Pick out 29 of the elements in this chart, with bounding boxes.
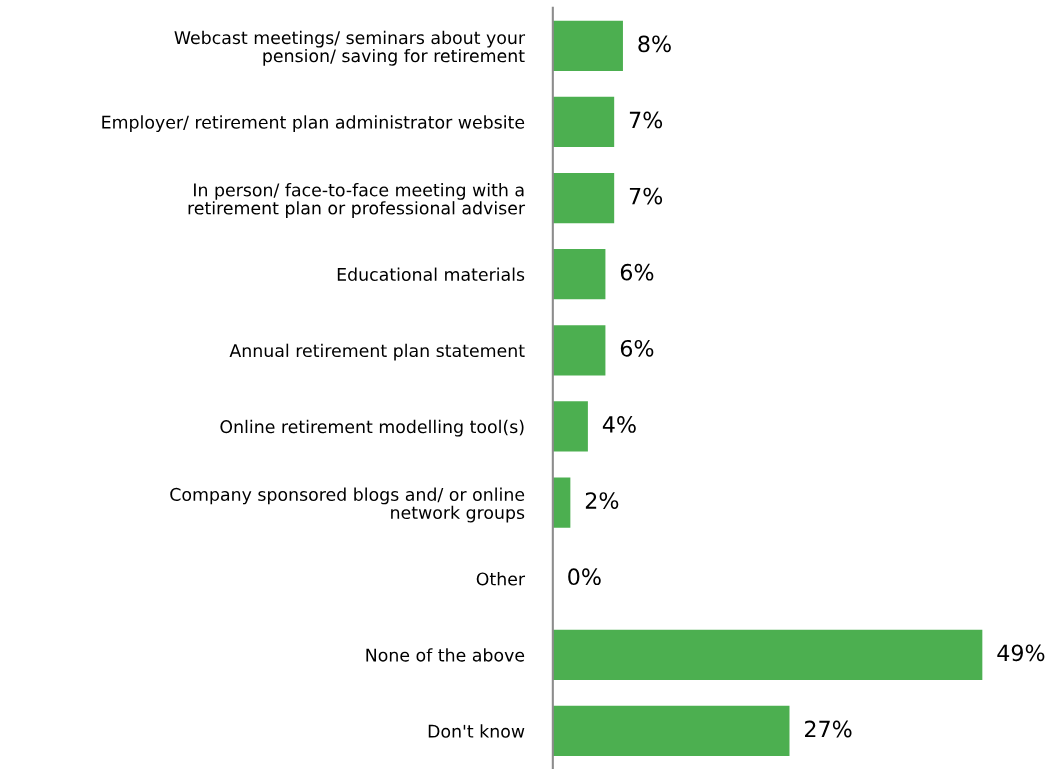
y-tick-label: Webcast meetings/ seminars about your pension/ saving for retirement — [174, 30, 526, 66]
data-label: 0% — [568, 568, 601, 586]
y-tick-label: Employer/ retirement plan administrator website — [102, 115, 525, 133]
bar — [552, 20, 623, 71]
y-tick-label: Online retirement modelling tool(s) — [220, 419, 524, 437]
bar — [552, 249, 606, 300]
bar — [552, 401, 588, 452]
y-tick-label: Annual retirement plan statement — [229, 343, 525, 361]
data-label: 7% — [629, 111, 663, 129]
bar — [552, 96, 615, 148]
data-label: 6% — [620, 339, 654, 357]
data-label: 8% — [638, 35, 671, 53]
y-tick-label: Company sponsored blogs and/ or online network groups — [170, 487, 525, 523]
data-label: 2% — [585, 492, 619, 509]
y-tick-label: Educational materials — [337, 267, 525, 281]
data-label: 49% — [997, 644, 1045, 662]
bar — [552, 705, 790, 757]
bar — [552, 477, 571, 528]
y-tick-label: In person/ face-to-face meeting with a retirement plan or professional adviser — [188, 183, 526, 218]
bar — [552, 629, 983, 680]
y-tick-label: Other — [476, 572, 526, 586]
data-label: 4% — [602, 416, 636, 433]
data-label: 6% — [620, 263, 654, 281]
data-label: 27% — [805, 720, 852, 738]
data-label: 7% — [629, 187, 663, 205]
y-tick-label: Don't know — [428, 724, 525, 738]
y-tick-label: None of the above — [366, 648, 525, 662]
bar — [552, 172, 615, 224]
bar — [552, 325, 606, 376]
